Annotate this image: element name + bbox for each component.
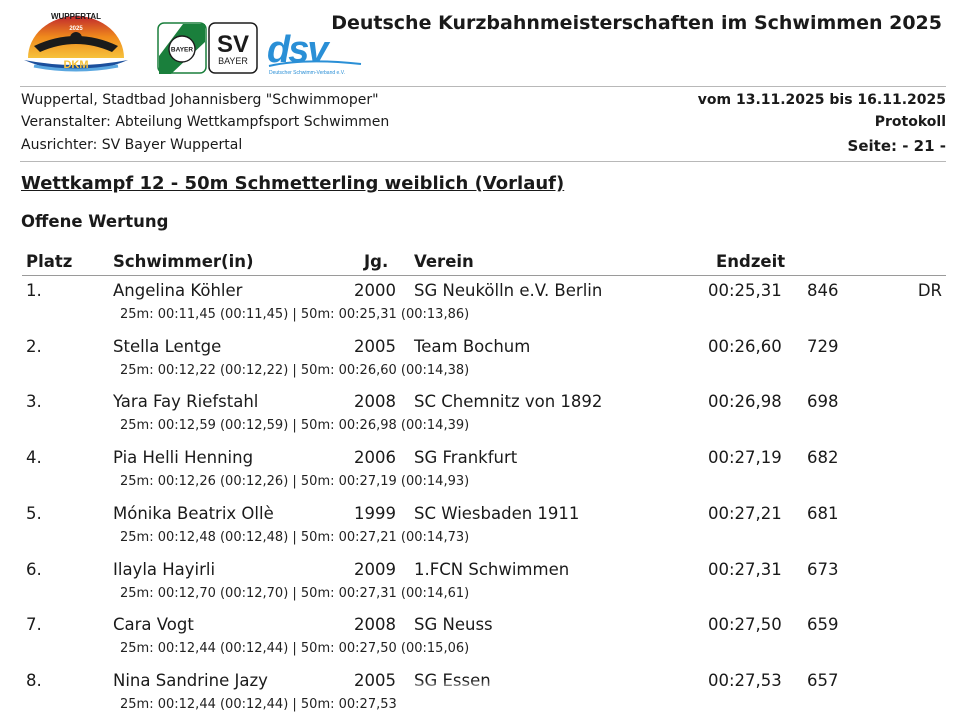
result-splits: 25m: 00:12,59 (00:12,59) | 50m: 00:26,98… (120, 418, 470, 433)
column-header-time: Endzeit (716, 252, 786, 271)
column-header-year: Jg. (364, 252, 389, 271)
result-swimmer: Stella Lentge (113, 337, 222, 356)
result-time: 00:26,60 (708, 337, 782, 356)
info-divider (20, 161, 946, 162)
result-time: 00:27,53 (708, 671, 782, 690)
result-year: 2008 (354, 615, 396, 634)
result-row: 5. Mónika Beatrix Ollè 1999 SC Wiesbaden… (0, 504, 972, 560)
header-logos: WUPPERTAL 2025 DKM BAYER SV BAYER dsv De… (20, 8, 362, 80)
result-points: 681 (807, 504, 839, 523)
result-club: Team Bochum (414, 337, 531, 356)
dkm-year-text: 2025 (69, 26, 83, 32)
result-note: DR (917, 281, 942, 300)
result-splits: 25m: 00:11,45 (00:11,45) | 50m: 00:25,31… (120, 307, 470, 322)
result-splits: 25m: 00:12,70 (00:12,70) | 50m: 00:27,31… (120, 586, 470, 601)
sv-bayer-text: BAYER (218, 56, 248, 66)
result-club: SG Neukölln e.V. Berlin (414, 281, 603, 300)
result-year: 1999 (354, 504, 396, 523)
result-swimmer: Mónika Beatrix Ollè (113, 504, 274, 523)
result-points: 657 (807, 671, 839, 690)
result-place: 5. (26, 504, 42, 523)
result-place: 6. (26, 560, 42, 579)
venue-text: Wuppertal, Stadtbad Johannisberg "Schwim… (21, 92, 379, 108)
result-year: 2005 (354, 671, 396, 690)
result-place: 4. (26, 448, 42, 467)
header-divider (20, 86, 946, 87)
result-swimmer: Ilayla Hayirli (113, 560, 216, 579)
result-points: 698 (807, 392, 839, 411)
result-club: SG Neuss (414, 615, 493, 634)
result-points: 846 (807, 281, 839, 300)
organizer-text: Veranstalter: Abteilung Wettkampfsport S… (21, 114, 390, 130)
sv-text: SV (217, 31, 249, 58)
dkm-mark-text: DKM (63, 59, 88, 71)
result-year: 2006 (354, 448, 396, 467)
result-splits: 25m: 00:12,44 (00:12,44) | 50m: 00:27,50… (120, 641, 470, 656)
result-row: 8. Nina Sandrine Jazy 2005 SG Essen 00:2… (0, 671, 972, 725)
result-time: 00:27,50 (708, 615, 782, 634)
section-title: Offene Wertung (21, 212, 169, 231)
result-row: 2. Stella Lentge 2005 Team Bochum 00:26,… (0, 337, 972, 393)
result-club: 1.FCN Schwimmen (414, 560, 570, 579)
result-swimmer: Yara Fay Riefstahl (113, 392, 259, 411)
sv-bayer-logo: BAYER SV BAYER (157, 22, 258, 74)
result-place: 8. (26, 671, 42, 690)
result-splits: 25m: 00:12,48 (00:12,48) | 50m: 00:27,21… (120, 530, 470, 545)
date-range: vom 13.11.2025 bis 16.11.2025 (697, 92, 946, 108)
column-header-divider (22, 275, 946, 276)
dkm-city-text: WUPPERTAL (51, 12, 101, 21)
result-club: SC Chemnitz von 1892 (414, 392, 603, 411)
result-splits: 25m: 00:12,44 (00:12,44) | 50m: 00:27,53 (120, 697, 397, 712)
blurred-overlay (408, 685, 558, 719)
result-splits: 25m: 00:12,26 (00:12,26) | 50m: 00:27,19… (120, 474, 470, 489)
dsv-logo: dsv Deutscher Schwimm-Verband e.V. (267, 29, 362, 76)
result-splits: 25m: 00:12,22 (00:12,22) | 50m: 00:26,60… (120, 363, 470, 378)
dkm-wuppertal-logo: WUPPERTAL 2025 DKM (24, 12, 128, 72)
result-points: 659 (807, 615, 839, 634)
competition-title: Wettkampf 12 - 50m Schmetterling weiblic… (21, 173, 565, 194)
result-row: 4. Pia Helli Henning 2006 SG Frankfurt 0… (0, 448, 972, 504)
page-number: Seite: - 21 - (847, 137, 946, 155)
result-row: 1. Angelina Köhler 2000 SG Neukölln e.V.… (0, 281, 972, 337)
host-text: Ausrichter: SV Bayer Wuppertal (21, 137, 243, 153)
result-club: SG Frankfurt (414, 448, 518, 467)
result-points: 682 (807, 448, 839, 467)
document-type: Protokoll (874, 114, 946, 130)
result-row: 3. Yara Fay Riefstahl 2008 SC Chemnitz v… (0, 392, 972, 448)
result-place: 1. (26, 281, 42, 300)
result-year: 2008 (354, 392, 396, 411)
result-time: 00:27,19 (708, 448, 782, 467)
result-points: 673 (807, 560, 839, 579)
column-header-swimmer: Schwimmer(in) (113, 252, 254, 271)
result-time: 00:27,31 (708, 560, 782, 579)
result-year: 2009 (354, 560, 396, 579)
result-swimmer: Angelina Köhler (113, 281, 243, 300)
result-place: 3. (26, 392, 42, 411)
result-swimmer: Pia Helli Henning (113, 448, 254, 467)
result-swimmer: Cara Vogt (113, 615, 194, 634)
result-swimmer: Nina Sandrine Jazy (113, 671, 268, 690)
result-time: 00:27,21 (708, 504, 782, 523)
event-title: Deutsche Kurzbahnmeisterschaften im Schw… (331, 12, 942, 34)
result-place: 7. (26, 615, 42, 634)
result-club: SC Wiesbaden 1911 (414, 504, 580, 523)
result-year: 2005 (354, 337, 396, 356)
result-points: 729 (807, 337, 839, 356)
dsv-subtitle-text: Deutscher Schwimm-Verband e.V. (269, 70, 345, 76)
result-row: 7. Cara Vogt 2008 SG Neuss 00:27,50 659 … (0, 615, 972, 671)
bayer-cross-text: BAYER (171, 47, 193, 54)
result-time: 00:25,31 (708, 281, 782, 300)
column-header-club: Verein (414, 252, 474, 271)
column-header-place: Platz (26, 252, 73, 271)
result-time: 00:26,98 (708, 392, 782, 411)
result-year: 2000 (354, 281, 396, 300)
result-row: 6. Ilayla Hayirli 2009 1.FCN Schwimmen 0… (0, 560, 972, 616)
result-place: 2. (26, 337, 42, 356)
